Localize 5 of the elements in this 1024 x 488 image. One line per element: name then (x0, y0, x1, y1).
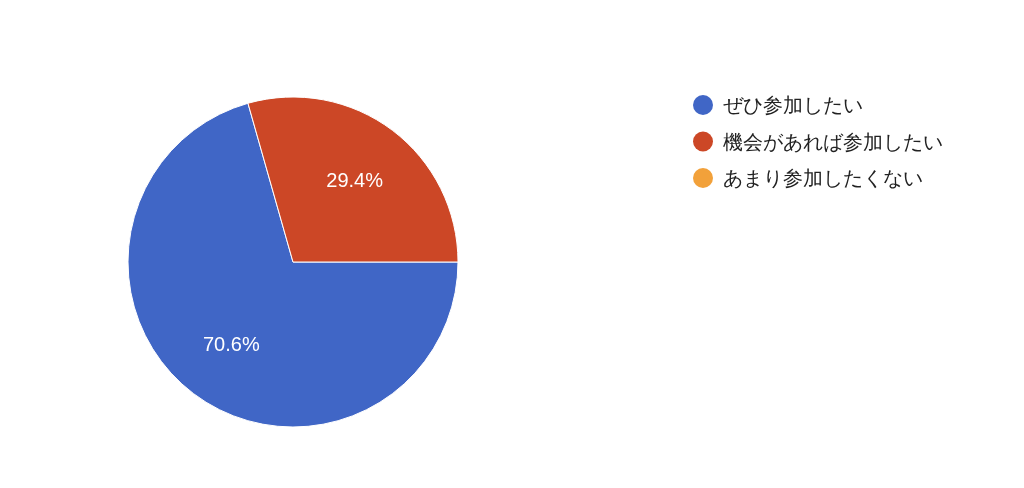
legend-label: ぜひ参加したい (723, 94, 863, 116)
data-label: 29.4% (326, 169, 384, 192)
legend-label: あまり参加したくない (723, 167, 923, 189)
data-label: 70.6% (202, 332, 260, 355)
legend-label: 機会があれば参加したい (723, 130, 943, 153)
